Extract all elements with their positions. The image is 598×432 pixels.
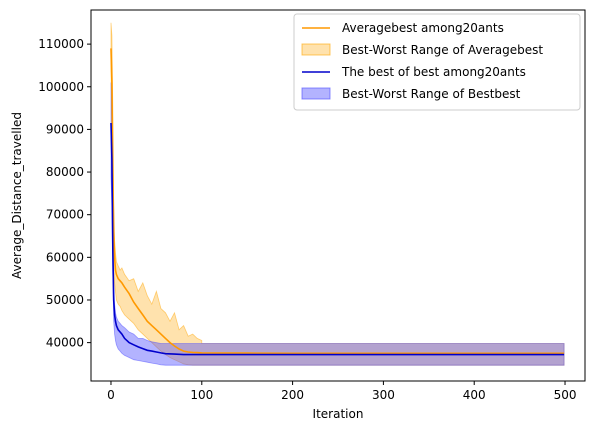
y-tick-label: 70000 bbox=[46, 208, 84, 222]
y-tick-label: 110000 bbox=[38, 37, 84, 51]
y-tick-label: 100000 bbox=[38, 80, 84, 94]
y-tick-label: 90000 bbox=[46, 122, 84, 136]
bestbest-line bbox=[111, 123, 564, 355]
x-axis: 0 100 200 300 400 500 bbox=[107, 381, 576, 402]
y-axis-label: Average_Distance_travelled bbox=[10, 112, 24, 279]
x-axis-label: Iteration bbox=[313, 407, 364, 421]
legend-label: Averagebest among20ants bbox=[342, 21, 504, 35]
x-tick-label: 200 bbox=[281, 388, 304, 402]
legend: Averagebest among20ants Best-Worst Range … bbox=[294, 14, 580, 110]
x-tick-label: 500 bbox=[554, 388, 577, 402]
y-axis: 40000 50000 60000 70000 80000 90000 100000 1100… bbox=[38, 37, 91, 350]
legend-band-swatch bbox=[302, 44, 330, 55]
x-tick-label: 100 bbox=[190, 388, 213, 402]
legend-label: Best-Worst Range of Averagebest bbox=[342, 43, 543, 57]
x-tick-label: 0 bbox=[107, 388, 115, 402]
y-tick-label: 40000 bbox=[46, 336, 84, 350]
y-tick-label: 60000 bbox=[46, 250, 84, 264]
y-tick-label: 80000 bbox=[46, 165, 84, 179]
legend-label: Best-Worst Range of Bestbest bbox=[342, 87, 521, 101]
bestbest-range-band bbox=[111, 83, 564, 366]
x-tick-label: 400 bbox=[463, 388, 486, 402]
legend-band-swatch bbox=[302, 88, 330, 99]
x-tick-label: 300 bbox=[372, 388, 395, 402]
y-tick-label: 50000 bbox=[46, 293, 84, 307]
legend-label: The best of best among20ants bbox=[341, 65, 526, 79]
